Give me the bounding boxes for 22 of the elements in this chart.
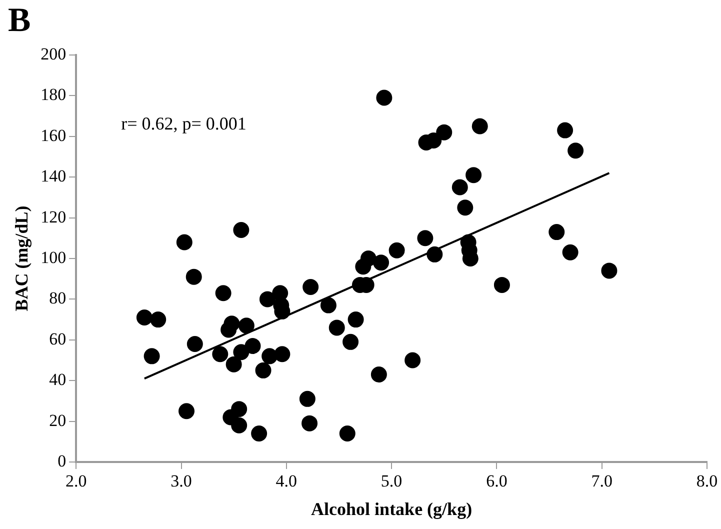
y-tick-label: 60 [49, 329, 66, 348]
y-tick-label: 0 [58, 451, 66, 470]
y-tick-label: 40 [49, 370, 66, 390]
annotation: r= 0.62, p= 0.001 [121, 114, 246, 134]
y-tick-label: 80 [49, 288, 66, 308]
y-tick-label: 200 [40, 44, 66, 64]
chart-title: B [8, 2, 31, 40]
x-axis-title: Alcohol intake (g/kg) [311, 498, 472, 519]
y-tick-label: 120 [40, 207, 66, 226]
x-tick-label: 6.0 [486, 472, 508, 491]
y-tick-label: 180 [40, 85, 66, 104]
x-tick-label: 3.0 [170, 472, 192, 491]
y-tick-label: 100 [40, 248, 66, 267]
x-tick-label: 4.0 [276, 472, 298, 491]
y-tick-label: 140 [40, 166, 66, 186]
x-tick-label: 7.0 [591, 472, 612, 491]
y-tick-label: 160 [40, 126, 66, 145]
x-tick-label: 5.0 [380, 472, 402, 491]
x-tick-label: 8.0 [696, 472, 718, 491]
y-axis-title: BAC (mg/dL) [11, 206, 32, 312]
x-tick-label: 2.0 [65, 472, 87, 491]
y-tick-label: 20 [49, 410, 66, 430]
